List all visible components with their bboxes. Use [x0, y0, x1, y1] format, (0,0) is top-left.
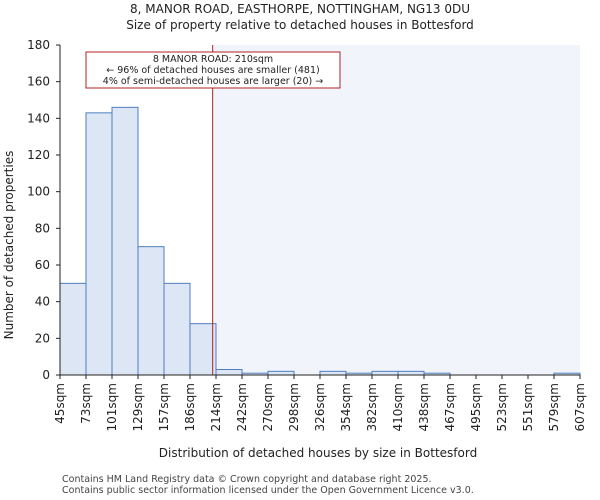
y-tick-label: 180: [27, 38, 50, 52]
larger-region-highlight: [212, 45, 580, 375]
histogram-bar: [137, 246, 165, 376]
x-tick-label: 438sqm: [417, 383, 431, 431]
x-tick-label: 157sqm: [157, 383, 171, 431]
x-tick-label: 186sqm: [183, 383, 197, 431]
x-tick-label: 270sqm: [261, 383, 275, 431]
y-tick-label: 100: [27, 185, 50, 199]
y-tick-label: 160: [27, 75, 50, 89]
histogram-bar: [163, 282, 191, 376]
x-tick-label: 101sqm: [105, 383, 119, 431]
y-tick-label: 80: [35, 221, 50, 235]
histogram-bar: [59, 282, 87, 376]
y-tick-label: 60: [35, 258, 50, 272]
annotation-line1: 8 MANOR ROAD: 210sqm: [153, 54, 273, 65]
x-tick-label: 410sqm: [391, 383, 405, 431]
chart-title-line2: Size of property relative to detached ho…: [126, 18, 474, 32]
x-tick-label: 354sqm: [339, 383, 353, 431]
chart-title-line1: 8, MANOR ROAD, EASTHORPE, NOTTINGHAM, NG…: [130, 2, 470, 16]
y-tick-label: 40: [35, 295, 50, 309]
x-tick-label: 523sqm: [495, 383, 509, 431]
y-axis-label: Number of detached properties: [2, 151, 16, 340]
footer-line2: Contains public sector information licen…: [62, 485, 474, 496]
annotation-box: 8 MANOR ROAD: 210sqm ← 96% of detached h…: [85, 51, 341, 89]
y-tick-label: 140: [27, 111, 50, 125]
x-tick-label: 607sqm: [573, 383, 587, 431]
x-tick-label: 326sqm: [313, 383, 327, 431]
x-tick-label: 298sqm: [287, 383, 301, 431]
histogram-bar: [111, 106, 139, 376]
annotation-line3: 4% of semi-detached houses are larger (2…: [103, 76, 323, 87]
histogram-bar: [215, 369, 243, 376]
x-tick-label: 579sqm: [547, 383, 561, 431]
x-tick-label: 129sqm: [131, 383, 145, 431]
x-tick-label: 551sqm: [521, 383, 535, 431]
histogram-bar: [189, 323, 217, 376]
histogram-bar: [397, 370, 425, 376]
y-tick-label: 120: [27, 148, 50, 162]
x-tick-label: 242sqm: [235, 383, 249, 431]
x-tick-label: 73sqm: [79, 383, 93, 424]
x-tick-label: 382sqm: [365, 383, 379, 431]
x-tick-label: 467sqm: [443, 383, 457, 431]
y-tick-label: 20: [35, 331, 50, 345]
footer-line1: Contains HM Land Registry data © Crown c…: [62, 474, 432, 485]
annotation-line2: ← 96% of detached houses are smaller (48…: [106, 65, 319, 76]
x-tick-label: 214sqm: [209, 383, 223, 431]
histogram-bar: [85, 112, 113, 376]
histogram-bar: [319, 370, 347, 376]
x-axis-label: Distribution of detached houses by size …: [159, 446, 477, 460]
histogram-bar: [371, 370, 399, 376]
histogram-bar: [267, 370, 295, 376]
x-tick-label: 45sqm: [53, 383, 67, 424]
y-tick-label: 0: [42, 368, 50, 382]
x-tick-label: 495sqm: [469, 383, 483, 431]
